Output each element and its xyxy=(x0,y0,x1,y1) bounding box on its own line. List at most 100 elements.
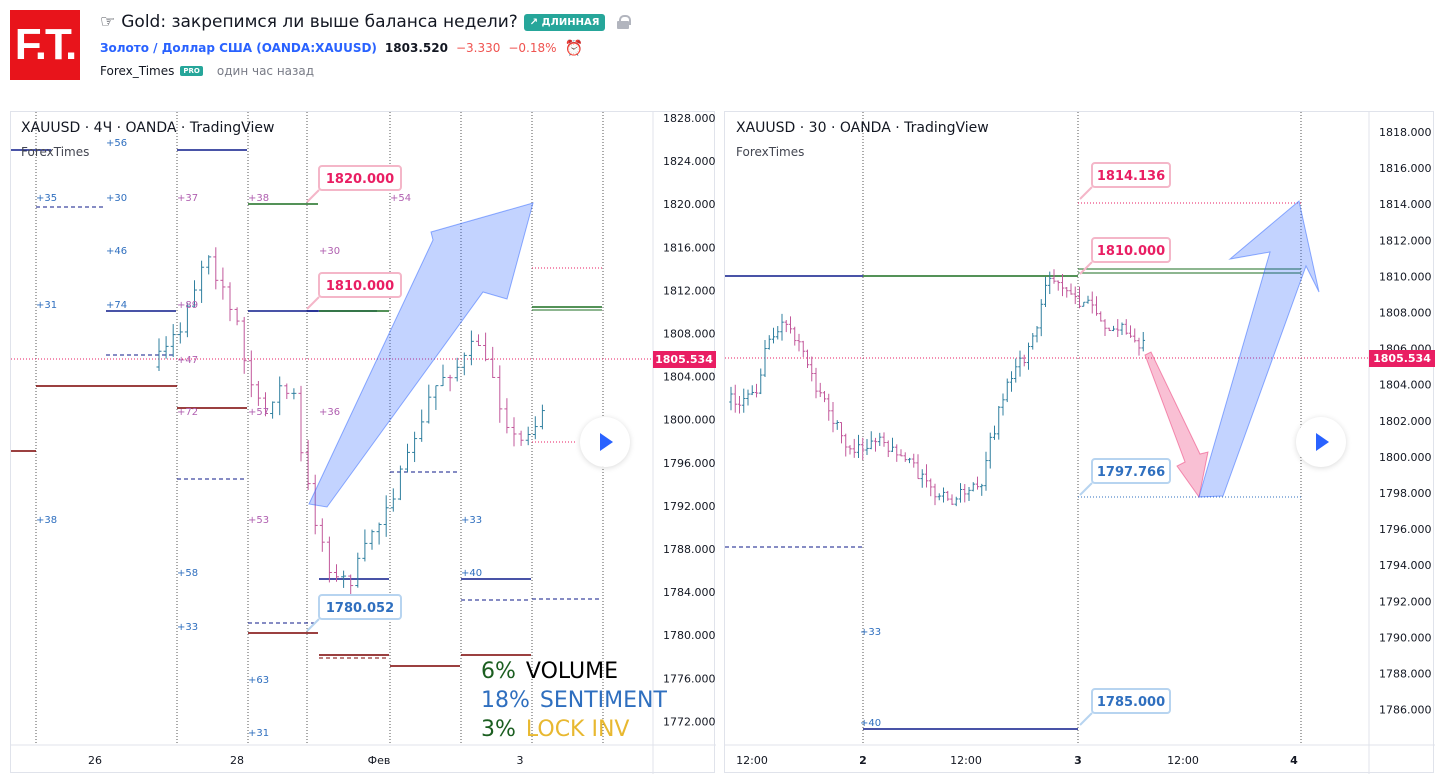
pro-badge: PRO xyxy=(180,66,203,76)
left-volume-label: +35 xyxy=(36,193,57,204)
right-price-callout-text: 1785.000 xyxy=(1097,695,1165,710)
left-price-tick: 1796.000 xyxy=(663,457,716,470)
left-volume-label: +36 xyxy=(319,407,340,418)
left-volume-label: +37 xyxy=(177,193,198,204)
left-chart-canvas[interactable]: 1828.000 1824.000 1820.000 1816.000 1812.000… xyxy=(11,112,716,774)
brand-logo[interactable]: F.T. xyxy=(10,10,80,80)
left-volume-label: +58 xyxy=(177,568,198,579)
left-chart-author-label: ForexTimes xyxy=(21,145,90,159)
right-time-tick: 2 xyxy=(859,754,867,767)
left-volume-label: +40 xyxy=(461,568,482,579)
publish-time: один час назад xyxy=(216,64,315,78)
right-price-tick: 1812.000 xyxy=(1379,234,1432,247)
left-time-tick: 3 xyxy=(517,754,524,767)
left-time-tick: 26 xyxy=(88,754,102,767)
legend-sentiment-name: SENTIMENT xyxy=(539,688,667,713)
left-price-tick: 1820.000 xyxy=(663,198,716,211)
right-price-tick: 1810.000 xyxy=(1379,270,1432,283)
left-price-tick: 1828.000 xyxy=(663,112,716,125)
left-price-callout-pointer xyxy=(306,189,320,203)
idea-header: F.T. ☞ Gold: закрепимся ли выше баланса … xyxy=(0,0,1441,100)
left-play-button[interactable] xyxy=(580,417,630,467)
right-price-callout-text: 1810.000 xyxy=(1097,244,1165,259)
right-volume-label: +33 xyxy=(860,627,881,638)
left-price-callout-text: 1810.000 xyxy=(326,279,394,294)
right-bearish-arrow xyxy=(1144,351,1209,499)
indicator-legend: 6% VOLUME 18% SENTIMENT 3% LOCK INV xyxy=(481,657,667,744)
right-price-tick: 1800.000 xyxy=(1379,451,1432,464)
left-price-tick: 1816.000 xyxy=(663,241,716,254)
lock-icon xyxy=(617,15,632,29)
title-emoji: ☞ xyxy=(100,12,116,32)
right-price-callout xyxy=(1091,458,1171,484)
left-price-tick: 1804.000 xyxy=(663,371,716,384)
right-price-callout-pointer xyxy=(1079,261,1093,275)
legend-volume-name: VOLUME xyxy=(525,659,619,684)
right-time-tick: 3 xyxy=(1074,754,1082,767)
right-price-tick: 1792.000 xyxy=(1379,595,1432,608)
symbol-link[interactable]: Золото / Доллар США (OANDA:XAUUSD) xyxy=(100,41,377,55)
left-price-tick: 1784.000 xyxy=(663,586,716,599)
left-bullish-arrow xyxy=(308,202,534,508)
left-price-callout xyxy=(318,272,402,298)
right-chart-canvas[interactable]: 1818.000 1816.000 1814.000 1812.000 1810.000… xyxy=(725,112,1435,774)
right-price-tick: 1818.000 xyxy=(1379,126,1432,139)
left-chart-panel[interactable]: 1828.000 1824.000 1820.000 1816.000 1812.000… xyxy=(10,111,716,774)
legend-row-volume: 6% VOLUME xyxy=(481,657,667,686)
title-row: ☞ Gold: закрепимся ли выше баланса недел… xyxy=(100,10,632,34)
legend-volume-pct: 6% xyxy=(481,659,516,684)
left-price-tick: 1800.000 xyxy=(663,414,716,427)
right-time-tick: 4 xyxy=(1290,754,1298,767)
right-time-tick: 12:00 xyxy=(736,754,768,767)
last-price: 1803.520 xyxy=(384,41,448,55)
right-price-tick: 1788.000 xyxy=(1379,668,1432,681)
legend-sentiment-pct: 18% xyxy=(481,688,530,713)
right-current-price-text: 1805.534 xyxy=(1373,352,1431,365)
left-price-callout-pointer xyxy=(306,296,320,310)
right-time-tick: 12:00 xyxy=(950,754,982,767)
left-time-tick: Фев xyxy=(368,754,391,767)
left-volume-label: +46 xyxy=(106,246,127,257)
left-current-price-text: 1805.534 xyxy=(655,353,713,366)
right-price-callout-pointer xyxy=(1079,712,1093,726)
right-volume-label: +40 xyxy=(860,718,881,729)
left-volume-label: +31 xyxy=(248,728,269,739)
left-volume-label: +47 xyxy=(177,355,198,366)
right-price-tick: 1804.000 xyxy=(1379,379,1432,392)
right-price-tick: 1796.000 xyxy=(1379,523,1432,536)
left-price-tick: 1824.000 xyxy=(663,155,716,168)
right-price-callout-text: 1797.766 xyxy=(1097,465,1165,480)
idea-title: Gold: закрепимся ли выше баланса недели? xyxy=(121,12,518,32)
right-price-tick: 1814.000 xyxy=(1379,198,1432,211)
right-price-tick: 1798.000 xyxy=(1379,487,1432,500)
left-price-tick: 1812.000 xyxy=(663,284,716,297)
symbol-row: Золото / Доллар США (OANDA:XAUUSD) 1803.… xyxy=(100,39,583,57)
left-volume-label: +63 xyxy=(248,675,269,686)
author-name[interactable]: Forex_Times xyxy=(100,64,175,78)
legend-row-sentiment: 18% SENTIMENT xyxy=(481,686,667,715)
right-price-callout xyxy=(1091,688,1171,714)
author-row: Forex_Times PRO один час назад xyxy=(100,64,314,78)
left-volume-label: +38 xyxy=(248,193,269,204)
right-price-tick: 1808.000 xyxy=(1379,307,1432,320)
right-bullish-arrow xyxy=(1198,200,1320,498)
right-price-tick: 1794.000 xyxy=(1379,559,1432,572)
price-change: −3.330 xyxy=(455,41,501,55)
left-price-callout-pointer xyxy=(306,618,320,632)
right-chart-author-label: ForexTimes xyxy=(736,145,805,159)
legend-lockinv-name: LOCK INV xyxy=(525,717,630,742)
right-play-button[interactable] xyxy=(1296,417,1346,467)
left-current-price-tag xyxy=(653,351,716,368)
left-volume-label: +53 xyxy=(248,515,269,526)
left-volume-label: +74 xyxy=(106,300,127,311)
right-chart-panel[interactable]: 1818.000 1816.000 1814.000 1812.000 1810.000… xyxy=(724,111,1435,774)
right-price-callout xyxy=(1091,162,1171,188)
legend-lockinv-pct: 3% xyxy=(481,717,516,742)
left-volume-label: +72 xyxy=(177,407,198,418)
left-time-tick: 28 xyxy=(230,754,244,767)
alarm-clock-icon[interactable]: ⏰ xyxy=(564,39,584,57)
right-price-callout-pointer xyxy=(1079,482,1093,496)
left-price-tick: 1792.000 xyxy=(663,500,716,513)
left-volume-label: +30 xyxy=(106,193,127,204)
left-price-tick: 1780.000 xyxy=(663,629,716,642)
